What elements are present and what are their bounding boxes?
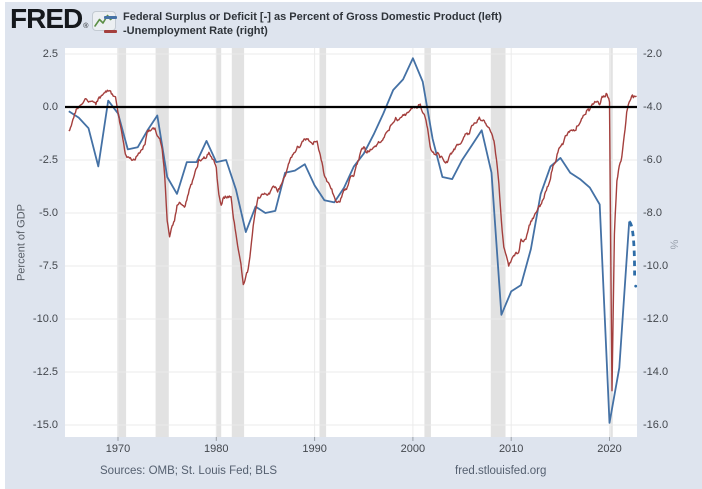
right-axis-tick-label: -2.0 [643,48,662,60]
recession-band [216,48,222,437]
right-axis-title: % [667,239,680,250]
left-axis-tick-label: -2.5 [39,154,58,166]
legend-item-deficit: Federal Surplus or Deficit [-] as Percen… [104,11,502,24]
projection-dot [634,284,638,288]
right-axis-tick-label: -14.0 [643,366,669,378]
left-axis-tick-label: -15.0 [32,419,58,431]
right-axis-tick-label: -8.0 [643,207,662,219]
right-axis-tick-label: -16.0 [643,419,669,431]
recession-band [610,48,613,437]
recession-band [319,48,327,437]
series-unemployment-line [68,89,637,392]
left-axis-tick-label: -12.5 [32,366,58,378]
fred-logo: FRED ® [10,3,117,34]
projection-dashed-annotation [628,220,636,276]
x-axis-tick-label: 2000 [400,443,426,455]
fred-logo-text: FRED [10,3,83,34]
legend-item-unemployment: -Unemployment Rate (right) [104,25,502,38]
left-axis-title: Percent of GDP [15,203,28,282]
x-axis-tick-label: 2010 [498,443,524,455]
legend-label-deficit: Federal Surplus or Deficit [-] as Percen… [123,11,502,23]
chart-legend: Federal Surplus or Deficit [-] as Percen… [104,11,502,39]
right-axis-tick-label: -12.0 [643,313,669,325]
right-axis-tick-label: -10.0 [643,260,669,272]
recession-band [117,48,127,437]
legend-swatch-unemployment [104,30,117,33]
recession-band [231,48,245,437]
left-axis-tick-label: 0.0 [42,101,58,113]
left-axis-tick-label: -7.5 [39,260,58,272]
right-axis-tick-label: -6.0 [643,154,662,166]
x-axis-tick-label: 1970 [105,443,131,455]
recession-band [155,48,169,437]
x-axis-tick-label: 1980 [204,443,229,455]
right-axis-tick-label: -4.0 [643,101,662,113]
legend-swatch-deficit [104,16,117,19]
registered-mark: ® [83,23,89,30]
x-axis-tick-label: 1990 [302,443,327,455]
legend-label-unemployment: -Unemployment Rate (right) [123,25,268,37]
fred-site-link: fred.stlouisfed.org [455,465,547,477]
x-axis-tick-label: 2020 [597,443,622,455]
recession-band [424,48,431,437]
left-axis-tick-label: -5.0 [39,207,58,219]
sources-note: Sources: OMB; St. Louis Fed; BLS [100,465,278,477]
left-axis-tick-label: 2.5 [42,48,58,60]
left-axis-tick-label: -10.0 [32,313,58,325]
